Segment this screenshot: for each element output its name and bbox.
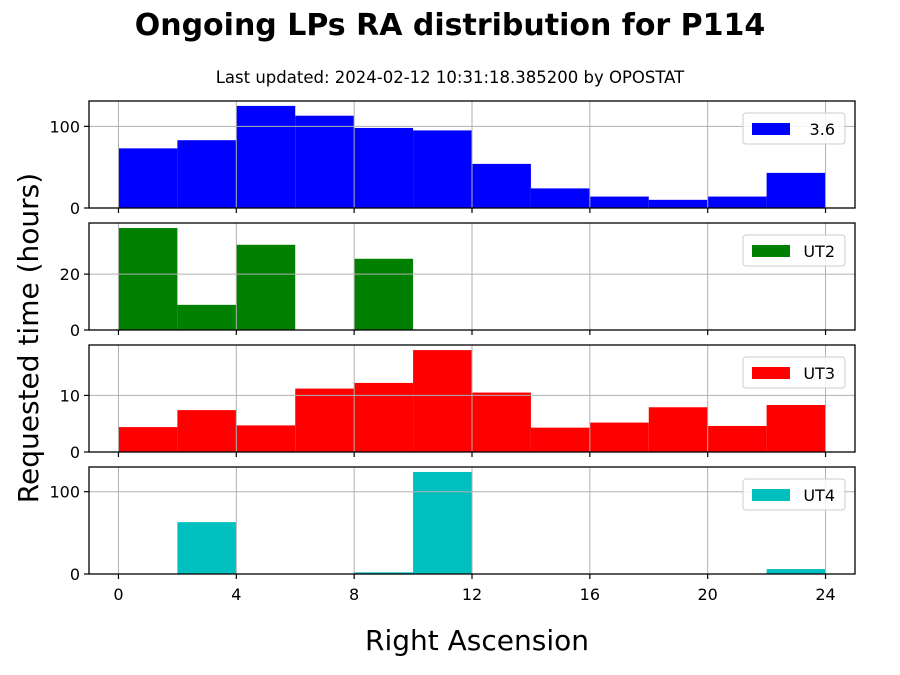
bar [589,422,649,452]
panel-ut4: 0 100 UT4 [49,466,856,584]
y-tick-label: 0 [70,443,80,462]
bar [236,244,296,330]
bar [118,228,178,330]
panel-3-6: 0 100 3.6 [49,100,856,218]
y-tick-label: 100 [49,117,80,136]
bar [766,569,826,574]
legend-swatch [752,123,790,135]
legend-label: UT4 [803,486,835,505]
legend-box [742,478,846,511]
bar [177,410,237,452]
x-tick-label: 16 [580,585,600,604]
bar [530,427,590,452]
y-tick-label: 100 [49,483,80,502]
legend-swatch [752,367,790,379]
x-tick-label: 24 [815,585,835,604]
x-tick-label: 0 [113,585,123,604]
bar [707,196,767,208]
bar [648,407,708,452]
bar [236,425,296,452]
y-tick-label: 20 [60,265,80,284]
x-tick-label: 8 [349,585,359,604]
legend: 3.6 [742,112,846,145]
y-tick-label: 10 [60,386,80,405]
bar [354,258,414,330]
y-tick-label: 0 [70,565,80,584]
bar [177,522,237,574]
legend: UT2 [742,234,846,267]
legend: UT3 [742,356,846,389]
bar [177,140,237,208]
y-tick-label: 0 [70,321,80,340]
x-tick-label: 20 [698,585,718,604]
legend-box [742,234,846,267]
bar [295,115,355,208]
bar [295,388,355,452]
x-tick-label: 4 [231,585,241,604]
bar [354,127,414,208]
x-axis-label: Right Ascension [365,624,589,657]
legend-box [742,356,846,389]
legend: UT4 [742,478,846,511]
bar [177,304,237,330]
bar [472,163,531,208]
y-axis-label: Requested time (hours) [12,173,45,503]
legend-label: UT2 [803,242,835,261]
x-tick-label: 12 [462,585,482,604]
bar [589,196,649,208]
bar [766,172,826,208]
legend-swatch [752,245,790,257]
bar [766,405,826,452]
bar [236,105,296,208]
panel-ut2: 0 20 UT2 [60,222,856,340]
bar [413,130,472,208]
chart-title: Ongoing LPs RA distribution for P114 [134,8,766,43]
bar [354,382,414,452]
bar [354,572,414,574]
legend-label: UT3 [803,364,835,383]
y-tick-label: 0 [70,199,80,218]
bar [118,427,178,452]
bar [648,199,708,208]
bar [118,148,178,208]
chart-subtitle: Last updated: 2024-02-12 10:31:18.385200… [215,68,685,87]
bar [530,188,590,208]
legend-swatch [752,489,790,501]
bar [413,471,472,574]
legend-label: 3.6 [810,120,835,139]
panel-ut3: 0 10 UT3 [60,344,856,462]
bar [707,425,767,452]
legend-box [742,112,846,145]
bar [472,392,531,452]
bar [413,350,472,452]
